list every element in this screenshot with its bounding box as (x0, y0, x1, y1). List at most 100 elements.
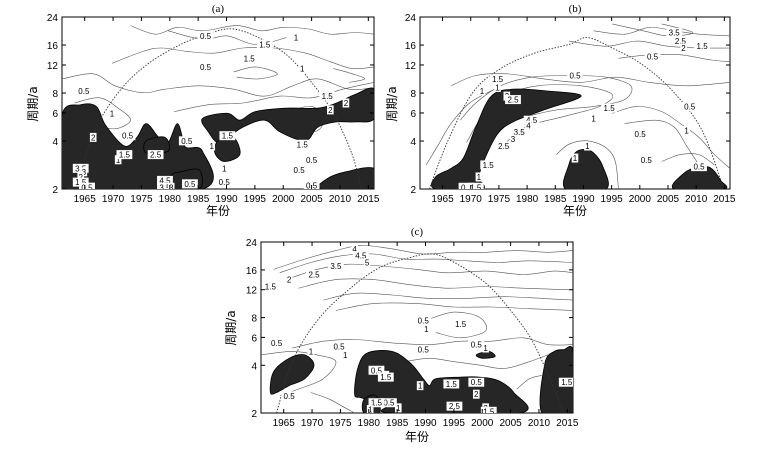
contour-label-bg (468, 340, 485, 350)
contour-label-bg (443, 379, 460, 389)
contour-label-bg (219, 131, 236, 141)
contour-label: 1 (294, 34, 299, 43)
y-tick-label: 8 (251, 314, 257, 325)
contour-label-bg (285, 275, 293, 285)
contour-label: 0.5 (693, 163, 705, 172)
x-tick-label: 1985 (187, 194, 210, 205)
contour-label: 1 (309, 347, 314, 356)
contour-label-bg (178, 136, 195, 146)
x-tick-label: 1985 (386, 418, 409, 429)
y-tick-label: 24 (246, 238, 258, 249)
y-tick-label: 16 (246, 266, 258, 277)
contour-label: 0.5 (78, 87, 90, 96)
x-tick-label: 1990 (414, 418, 437, 429)
contour-label: 4 (352, 245, 357, 254)
x-tick-label: 1990 (215, 194, 238, 205)
contour-label: 1.5 (483, 161, 495, 170)
y-tick-label: 24 (405, 13, 417, 24)
significant-region (143, 136, 170, 155)
contour-label-bg (681, 101, 698, 111)
contour-label-bg (352, 251, 369, 261)
contour-label-bg (672, 36, 689, 46)
contour-label: 0.5 (271, 339, 283, 348)
contour-label: 0.5 (635, 130, 647, 139)
contour-label: 3.5 (330, 262, 342, 271)
contour-label: 0.5 (200, 32, 212, 41)
x-tick-label: 2015 (556, 418, 579, 429)
contour-label: 1.5 (492, 75, 504, 84)
contour-label-bg (72, 177, 89, 187)
contour-label: 1 (396, 404, 401, 413)
contour-label-bg (292, 33, 300, 43)
y-tick-label: 4 (52, 137, 58, 148)
contour-label-bg (116, 150, 133, 160)
contour-label: 1 (424, 325, 429, 334)
contour-label: 1.5 (119, 151, 131, 160)
x-tick-label: 1995 (601, 194, 624, 205)
x-tick-label: 1985 (544, 194, 567, 205)
y-tick-label: 2 (410, 185, 416, 196)
contour-label-bg (381, 398, 397, 408)
contour-label: 2 (344, 99, 349, 108)
y-tick-label: 2 (251, 409, 257, 420)
contour-label-bg (220, 163, 228, 173)
contour-label: 1 (684, 127, 689, 136)
contour-label-bg (377, 372, 394, 382)
contour-label: 1 (480, 87, 485, 96)
contour-label: 0.5 (294, 166, 306, 175)
contour-line (450, 73, 730, 87)
contour-label: 1 (585, 142, 590, 151)
x-tick-label: 2010 (685, 194, 708, 205)
contour-label: 4 (526, 121, 531, 130)
contour-label: 0.5 (461, 183, 473, 192)
contour-label-bg (75, 86, 92, 96)
contour-label: 3 (82, 168, 87, 177)
contour-label-bg (216, 177, 233, 187)
contour-label: 0.5 (122, 132, 134, 141)
contour-label-bg (79, 182, 95, 189)
contour-label: 2 (474, 390, 479, 399)
y-tick-label: 6 (251, 333, 257, 344)
contour-label: 0.5 (284, 392, 296, 401)
x-tick-label: 2000 (471, 418, 494, 429)
x-tick-label: 1980 (516, 194, 539, 205)
contour-label: 2 (681, 44, 686, 53)
contour-line (661, 153, 715, 166)
contour-line (261, 351, 337, 397)
contour-label-bg (691, 162, 707, 172)
panel-title: (c) (411, 226, 424, 238)
x-tick-label: 2010 (528, 418, 551, 429)
contour-label-bg (208, 141, 216, 151)
contour-label-bg (368, 365, 385, 375)
y-tick-label: 4 (410, 137, 416, 148)
x-tick-label: 2005 (300, 194, 323, 205)
contour-label: 2.5 (675, 37, 687, 46)
contour-label: 0.5 (418, 346, 430, 355)
contour-label-bg (147, 150, 164, 160)
contour-line (624, 119, 700, 166)
contour-label-bg (331, 341, 347, 351)
contour-label: 0.5 (569, 71, 581, 80)
contour-label: 1.5 (222, 132, 234, 141)
y-tick-label: 16 (47, 41, 59, 52)
contour-label: 5 (365, 259, 370, 268)
contour-label: 1 (110, 109, 115, 118)
x-tick-label: 1995 (244, 194, 267, 205)
contour-label: 2 (287, 276, 292, 285)
contour-label-bg (584, 141, 591, 151)
contour-label-bg (472, 389, 480, 399)
contour-label: 0.5 (641, 156, 653, 165)
contour-label-bg (525, 120, 532, 130)
contour-label: 1.5 (371, 399, 383, 408)
contour-label-bg (394, 403, 402, 413)
contour-label: 1.5 (322, 92, 334, 101)
contour-label-bg (509, 134, 517, 144)
contour-label-bg (494, 83, 501, 93)
significant-region (539, 345, 573, 413)
contour-label: 0.5 (471, 341, 483, 350)
contour-label: 1.5 (265, 282, 277, 291)
contour-label: 0.5 (200, 63, 212, 72)
contour-label-bg (590, 113, 597, 123)
contour-label-bg (197, 31, 214, 41)
